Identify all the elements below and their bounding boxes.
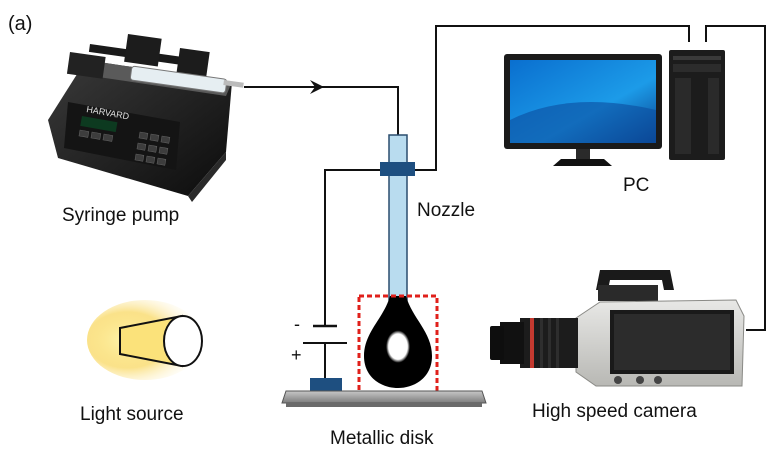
nozzle-clamp [380,162,415,176]
plus-sign: + [291,345,302,365]
nozzle [380,134,415,301]
wire-clamp-to-battery [324,169,380,325]
droplet [364,296,432,388]
wire-nozzle-to-pc [415,25,690,171]
wire-pc-to-camera [705,25,766,331]
light-source [87,300,203,380]
electrode-block [310,378,342,392]
panel-label: (a) [8,13,32,35]
high-speed-camera [490,270,745,387]
flow-arrow-icon [310,80,324,94]
metallic-disk-label: Metallic disk [330,428,434,449]
high-speed-camera-label: High speed camera [532,401,697,422]
power-source-symbol [303,324,347,344]
nozzle-label: Nozzle [417,200,475,221]
syringe-pump: HARVARD [48,34,244,202]
syringe-pump-label: Syringe pump [62,205,179,226]
pump-display [80,115,118,133]
pc [504,50,725,166]
tube-pump-to-nozzle [244,86,399,135]
pc-label: PC [623,175,649,196]
metallic-disk [281,378,487,407]
minus-sign: - [294,314,300,334]
wires [244,25,766,378]
light-source-label: Light source [80,404,184,425]
